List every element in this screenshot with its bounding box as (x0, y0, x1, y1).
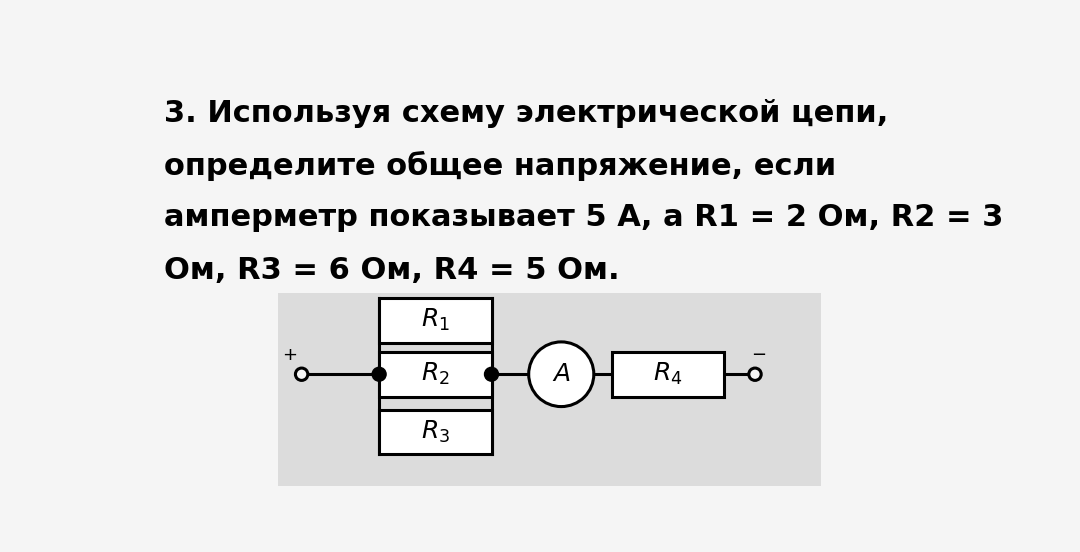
Text: $A$: $A$ (552, 362, 570, 386)
Circle shape (748, 368, 761, 380)
Text: $R_1$: $R_1$ (421, 307, 449, 333)
Bar (611, 352, 724, 396)
Circle shape (296, 368, 308, 380)
Text: $R_4$: $R_4$ (653, 361, 683, 388)
Text: 3. Используя схему электрической цепи,: 3. Используя схему электрической цепи, (164, 99, 889, 128)
Circle shape (373, 367, 387, 381)
Circle shape (485, 367, 499, 381)
Circle shape (529, 342, 594, 407)
Text: +: + (283, 346, 297, 364)
Bar (379, 352, 491, 396)
Bar (379, 298, 491, 343)
Text: $R_3$: $R_3$ (421, 419, 450, 445)
Bar (279, 294, 821, 486)
Text: −: − (752, 346, 767, 364)
Text: амперметр показывает 5 А, а R1 = 2 Ом, R2 = 3: амперметр показывает 5 А, а R1 = 2 Ом, R… (164, 203, 1003, 232)
Text: определите общее напряжение, если: определите общее напряжение, если (164, 151, 837, 181)
Bar (379, 410, 491, 454)
Text: $R_2$: $R_2$ (421, 361, 449, 388)
Text: Ом, R3 = 6 Ом, R4 = 5 Ом.: Ом, R3 = 6 Ом, R4 = 5 Ом. (164, 256, 620, 285)
